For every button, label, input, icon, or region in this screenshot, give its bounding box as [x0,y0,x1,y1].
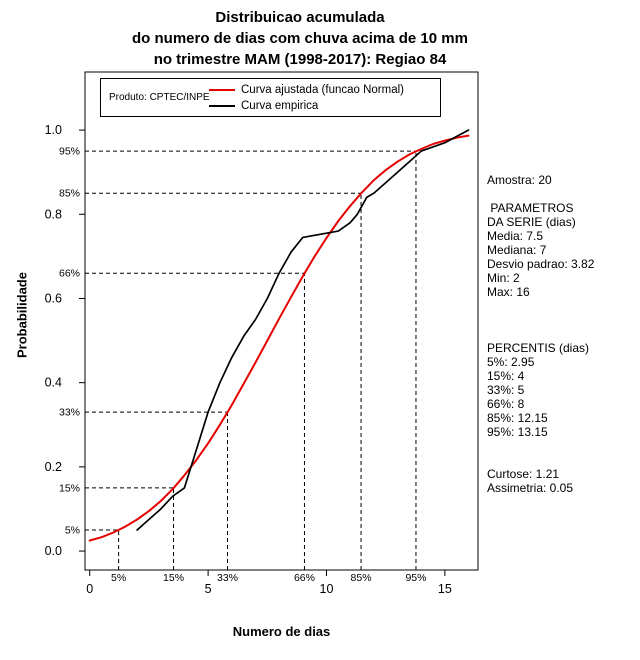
x-axis-title: Numero de dias [232,624,331,639]
percentile-bottom-label: 95% [405,572,426,584]
stats-line: Min: 2 [487,271,520,285]
percentile-bottom-label: 33% [217,572,238,584]
stats-line: PARAMETROS [487,201,574,215]
legend-entry: Curva empirica [209,98,404,114]
stats-line: DA SERIE (dias) [487,215,576,229]
y-tick-label: 0.2 [45,460,62,474]
percentile-left-label: 66% [59,268,80,280]
percentile-left-label: 15% [59,482,80,494]
stats-line: Max: 16 [487,285,530,299]
stats-line [487,453,639,467]
stats-line [487,187,639,201]
fitted-curve [88,134,470,542]
legend-entry-label: Curva ajustada (funcao Normal) [241,84,404,96]
stats-line: Curtose: 1.21 [487,467,560,481]
y-tick-label: 1.0 [45,123,62,137]
percentile-bottom-label: 5% [111,572,126,584]
percentile-left-label: 5% [65,525,80,537]
y-tick-label: 0.8 [45,207,62,221]
stats-line: Desvio padrao: 3.82 [487,257,595,271]
legend-entry-label: Curva empirica [241,100,319,112]
stats-line [487,327,639,341]
stats-line: Amostra: 20 [487,173,552,187]
stats-line [487,439,639,453]
empirical-curve [136,129,470,531]
chart-title: Distribuicao acumulada do numero de dias… [0,7,600,70]
stats-line: 66%: 8 [487,397,525,411]
stats-line: PERCENTIS (dias) [487,341,590,355]
y-tick-label: 0.6 [45,291,62,305]
percentile-left-label: 95% [59,146,80,158]
percentile-bottom-label: 85% [351,572,372,584]
legend-line-swatch [209,105,235,107]
percentile-bottom-label: 66% [294,572,315,584]
x-tick-label: 0 [86,582,93,596]
y-tick-label: 0.4 [45,376,62,390]
plot-border [84,71,479,571]
stats-line: Media: 7.5 [487,229,544,243]
stats-line: Mediana: 7 [487,243,547,257]
percentile-left-label: 33% [59,407,80,419]
title-line-1: Distribuicao acumulada [215,9,385,26]
percentile-left-label: 85% [59,188,80,200]
title-line-3: no trimestre MAM (1998-2017): Regiao 84 [153,51,447,68]
statistics-panel: Amostra: 20 PARAMETROS DA SERIE (dias) Med… [487,173,639,495]
percentile-bottom-label: 15% [163,572,184,584]
stats-line: 85%: 12.15 [487,411,548,425]
legend-product-label: Produto: CPTEC/INPE [109,92,210,103]
stats-line [487,313,639,327]
title-line-2: do numero de dias com chuva acima de 10 … [132,30,468,47]
stats-line: 95%: 13.15 [487,425,548,439]
legend-line-swatch [209,89,235,91]
legend: Produto: CPTEC/INPE Curva ajustada (func… [100,78,441,117]
stats-line: 15%: 4 [487,369,525,383]
y-tick-label: 0.0 [45,544,62,558]
stats-line: 33%: 5 [487,383,525,397]
x-tick-label: 10 [320,582,334,596]
stats-line [487,299,639,313]
x-tick-label: 5 [205,582,212,596]
stats-line: 5%: 2.95 [487,355,535,369]
stats-line: Assimetria: 0.05 [487,481,574,495]
legend-entry: Curva ajustada (funcao Normal) [209,82,404,98]
legend-entries: Curva ajustada (funcao Normal) Curva empi… [209,82,404,114]
x-tick-label: 15 [438,582,452,596]
y-axis-title: Probabilidade [14,272,30,358]
